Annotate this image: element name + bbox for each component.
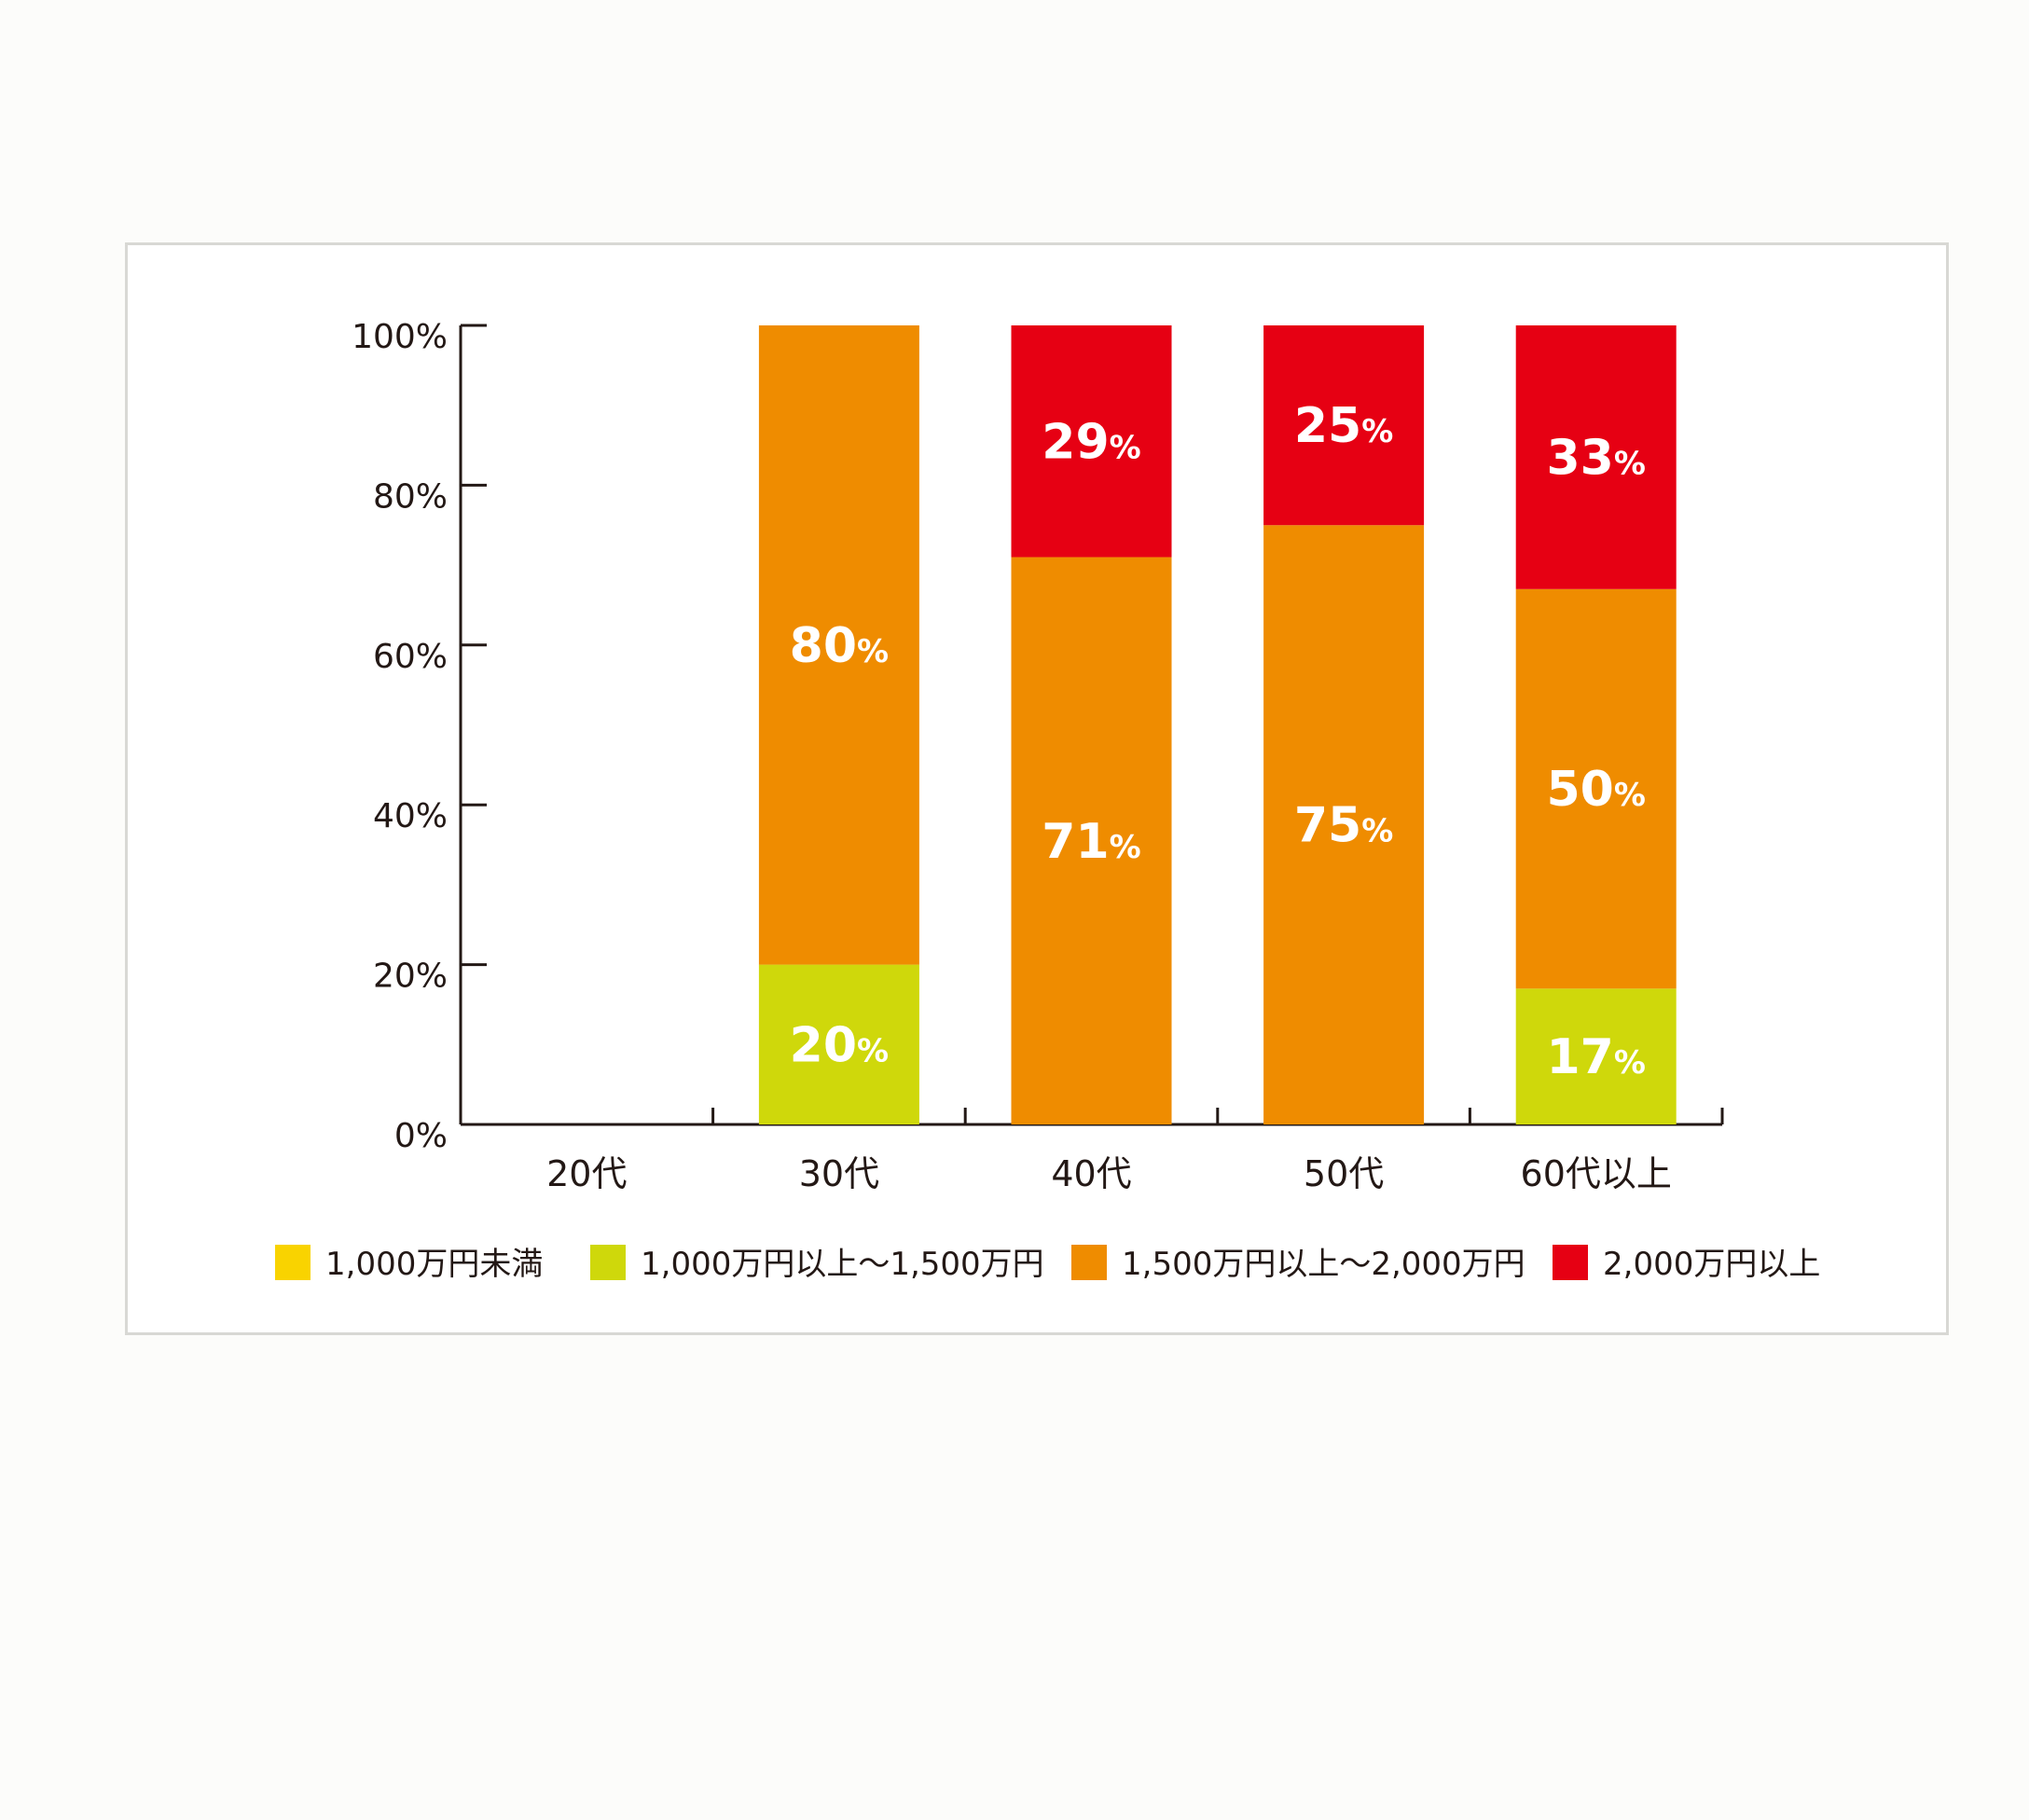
y-tick-label: 0% bbox=[394, 1117, 448, 1155]
legend-swatch bbox=[1071, 1245, 1107, 1280]
legend-label: 1,000万円以上〜1,500万円 bbox=[641, 1246, 1044, 1283]
legend-swatch bbox=[275, 1245, 311, 1280]
x-category-label: 50代 bbox=[1304, 1153, 1384, 1194]
bar-value-label: 25% bbox=[1294, 398, 1393, 454]
y-tick-label: 100% bbox=[352, 318, 448, 356]
y-tick-label: 40% bbox=[373, 797, 448, 835]
x-category-label: 60代以上 bbox=[1521, 1153, 1672, 1194]
x-category-label: 30代 bbox=[799, 1153, 879, 1194]
y-tick-label: 20% bbox=[373, 958, 448, 996]
bar-value-label: 71% bbox=[1042, 814, 1140, 870]
chart-frame: 0% 20% 40% 60% 80% 100% 20代 30代 40代 50代 60代以上 20% 8… bbox=[125, 242, 1949, 1335]
bar-value-label: 50% bbox=[1546, 762, 1645, 818]
bar-segment bbox=[1263, 525, 1425, 1124]
bar-segment bbox=[1515, 325, 1677, 589]
legend-label: 2,000万円以上 bbox=[1603, 1246, 1820, 1283]
bar-segment bbox=[1515, 988, 1677, 1124]
legend-swatch bbox=[590, 1245, 626, 1280]
bar-value-label: 20% bbox=[790, 1017, 889, 1073]
legend-label: 1,000万円未満 bbox=[325, 1246, 543, 1283]
legend-label: 1,500万円以上〜2,000万円 bbox=[1122, 1246, 1525, 1283]
bars bbox=[758, 325, 1677, 1124]
bar-value-label: 17% bbox=[1546, 1029, 1645, 1085]
x-category-label: 20代 bbox=[546, 1153, 627, 1194]
bar-value-label: 33% bbox=[1546, 430, 1645, 486]
bar-segment bbox=[1263, 325, 1425, 526]
data-labels: 20% 80% 71% 29% 75% 25% 17% 50% 33% bbox=[790, 398, 1646, 1085]
bar-segment bbox=[758, 325, 919, 965]
axes: 0% 20% 40% 60% 80% 100% 20代 30代 40代 50代 60代以上 bbox=[352, 318, 1724, 1194]
bar-segment bbox=[758, 964, 919, 1124]
bar-value-label: 80% bbox=[790, 618, 889, 674]
bar-segment bbox=[1011, 325, 1172, 558]
y-tick-label: 80% bbox=[373, 477, 448, 516]
bar-value-label: 29% bbox=[1042, 414, 1140, 470]
y-tick-label: 60% bbox=[373, 638, 448, 676]
bar-segment bbox=[1011, 557, 1172, 1124]
bar-segment bbox=[1515, 588, 1677, 989]
legend-swatch bbox=[1553, 1245, 1588, 1280]
x-category-label: 40代 bbox=[1051, 1153, 1131, 1194]
legend: 1,000万円未満 1,000万円以上〜1,500万円 1,500万円以上〜2,00… bbox=[275, 1245, 1820, 1283]
bar-value-label: 75% bbox=[1294, 798, 1393, 854]
stacked-bar-chart: 0% 20% 40% 60% 80% 100% 20代 30代 40代 50代 60代以上 20% 8… bbox=[275, 318, 1820, 1283]
